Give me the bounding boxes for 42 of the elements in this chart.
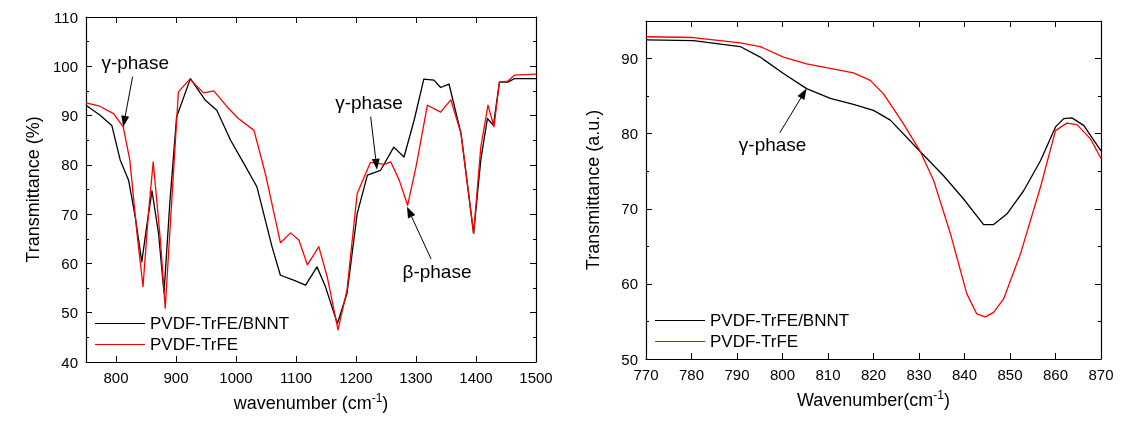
x-tick-label: 1100 <box>279 369 313 386</box>
y-tick-label: 60 <box>621 275 638 293</box>
y-tick-label: 80 <box>621 125 638 143</box>
x-tick-label: 1200 <box>339 369 373 386</box>
y-tick-label: 50 <box>61 304 78 322</box>
x-tick-label: 1500 <box>519 369 553 386</box>
x-tick-label: 820 <box>860 366 887 383</box>
y-tick-label: 70 <box>621 200 638 218</box>
y-axis-title: Transmittance (a.u.) <box>583 109 603 271</box>
x-tick-label: 830 <box>906 366 932 383</box>
y-tick-label: 80 <box>61 156 78 174</box>
y-axis-title: Transmittance (%) <box>23 116 43 263</box>
x-tick-label: 1000 <box>219 369 253 386</box>
y-tick-label: 40 <box>61 353 78 371</box>
x-tick-label: 840 <box>951 366 978 383</box>
y-tick-label: 70 <box>61 205 78 223</box>
x-tick-label: 1400 <box>459 369 493 386</box>
y-tick-label: 60 <box>61 254 78 272</box>
x-tick-label: 870 <box>1088 366 1114 383</box>
annotation: γ-phase <box>335 92 403 114</box>
annotation: γ-phase <box>101 52 169 74</box>
y-tick-label: 50 <box>621 350 638 368</box>
annotation: β-phase <box>402 261 472 283</box>
x-tick-label: 800 <box>103 369 129 386</box>
y-tick-label: 90 <box>61 107 78 125</box>
x-tick-label: 860 <box>1042 366 1069 383</box>
legend-label: PVDF-TrFE <box>150 335 239 354</box>
x-tick-label: 800 <box>769 366 796 383</box>
legend-label: PVDF-TrFE/BNNT <box>150 314 290 333</box>
x-tick-label: 850 <box>997 366 1023 383</box>
x-tick-label: 780 <box>678 366 705 383</box>
x-tick-label: 810 <box>815 366 841 383</box>
legend-label: PVDF-TrFE <box>710 332 799 351</box>
x-tick-label: 1300 <box>399 369 433 386</box>
y-tick-label: 90 <box>621 50 638 68</box>
x-tick-label: 900 <box>163 369 189 386</box>
y-tick-label: 110 <box>54 8 78 26</box>
legend-label: PVDF-TrFE/BNNT <box>710 311 850 330</box>
annotation: γ-phase <box>738 134 807 156</box>
x-tick-label: 790 <box>724 366 750 383</box>
x-tick-label: 770 <box>633 366 659 383</box>
y-tick-label: 100 <box>52 57 78 75</box>
